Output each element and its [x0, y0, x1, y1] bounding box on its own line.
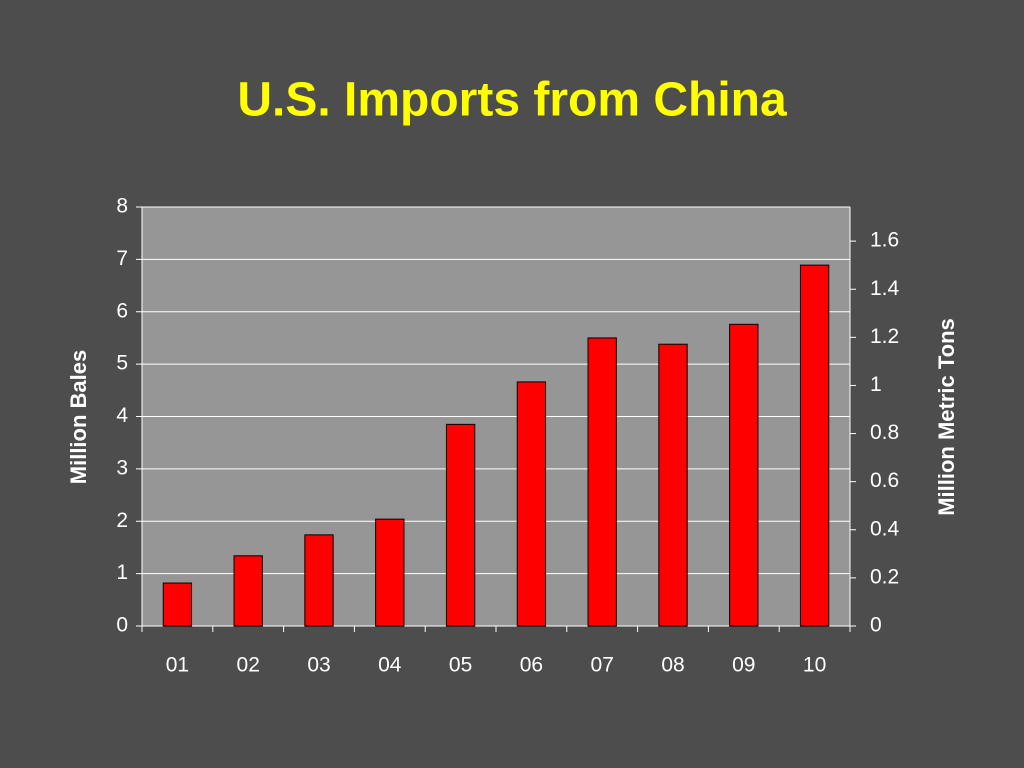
bar: [162, 582, 193, 627]
bar: [799, 264, 830, 627]
y-tick-label: 2: [116, 509, 128, 532]
bar: [587, 337, 617, 627]
y2-tick-label: 1.4: [870, 277, 900, 300]
x-tick-label: 10: [803, 654, 826, 677]
x-tick-label: 01: [166, 654, 189, 677]
y-tick-label: 5: [116, 352, 128, 375]
bar: [375, 518, 405, 627]
chart-title: U.S. Imports from China: [237, 74, 787, 127]
x-tick-label: 08: [661, 654, 684, 677]
bar: [658, 343, 688, 627]
y2-tick-label: 0.2: [870, 565, 899, 588]
y-tick-label: 6: [116, 299, 128, 322]
y-tick-label: 7: [116, 247, 128, 270]
x-tick-label: 02: [237, 654, 260, 677]
x-tick-label: 04: [378, 654, 402, 677]
y-axis-title: Million Bales: [66, 350, 91, 484]
y-tick-label: 4: [116, 404, 128, 427]
bar: [233, 555, 263, 627]
bar: [516, 381, 547, 627]
bar: [729, 323, 759, 627]
y-tick-label: 0: [116, 614, 128, 637]
y2-tick-label: 1: [870, 373, 882, 396]
x-tick-label: 03: [307, 654, 330, 677]
y2-tick-label: 0.4: [870, 517, 900, 540]
y-tick-label: 1: [116, 561, 128, 584]
y2-tick-label: 1.6: [870, 229, 899, 252]
x-tick-label: 07: [591, 654, 614, 677]
y2-axis-title: Million Metric Tons: [934, 318, 959, 516]
x-tick-label: 05: [449, 654, 472, 677]
y2-tick-label: 0.6: [870, 469, 899, 492]
y2-tick-label: 0: [870, 614, 882, 637]
x-tick-label: 06: [520, 654, 543, 677]
bar: [304, 534, 334, 627]
y-tick-label: 3: [116, 456, 128, 479]
y-tick-label: 8: [116, 195, 128, 218]
x-tick-label: 09: [732, 654, 755, 677]
y2-tick-label: 0.8: [870, 421, 899, 444]
bar: [445, 423, 476, 627]
y2-tick-label: 1.2: [870, 325, 899, 348]
